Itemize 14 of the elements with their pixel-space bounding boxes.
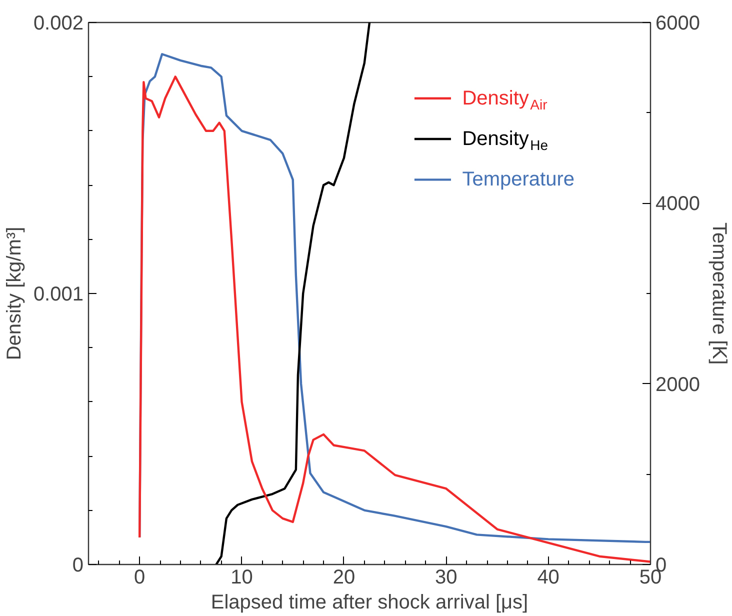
y-axis-title: Density [kg/m³] [3,226,26,360]
x-tick-label: 0 [134,566,146,588]
y2-tick-label: 6000 [656,12,700,34]
x-tick-label: 40 [537,566,560,588]
y-tick-label: 0.002 [33,12,84,34]
x-tick-label: 10 [230,566,253,588]
y-tick-label: 0.001 [33,284,84,306]
legend-label: Temperature [462,168,575,191]
x-tick-label: 20 [332,566,356,588]
x-tick-label: 30 [435,566,458,588]
y2-tick-label: 4000 [656,193,700,216]
x-axis-title: Elapsed time after shock arrival [μs] [210,592,528,614]
y2-axis-title: Temperature [K] [708,222,730,365]
y2-tick-label: 2000 [656,374,700,396]
